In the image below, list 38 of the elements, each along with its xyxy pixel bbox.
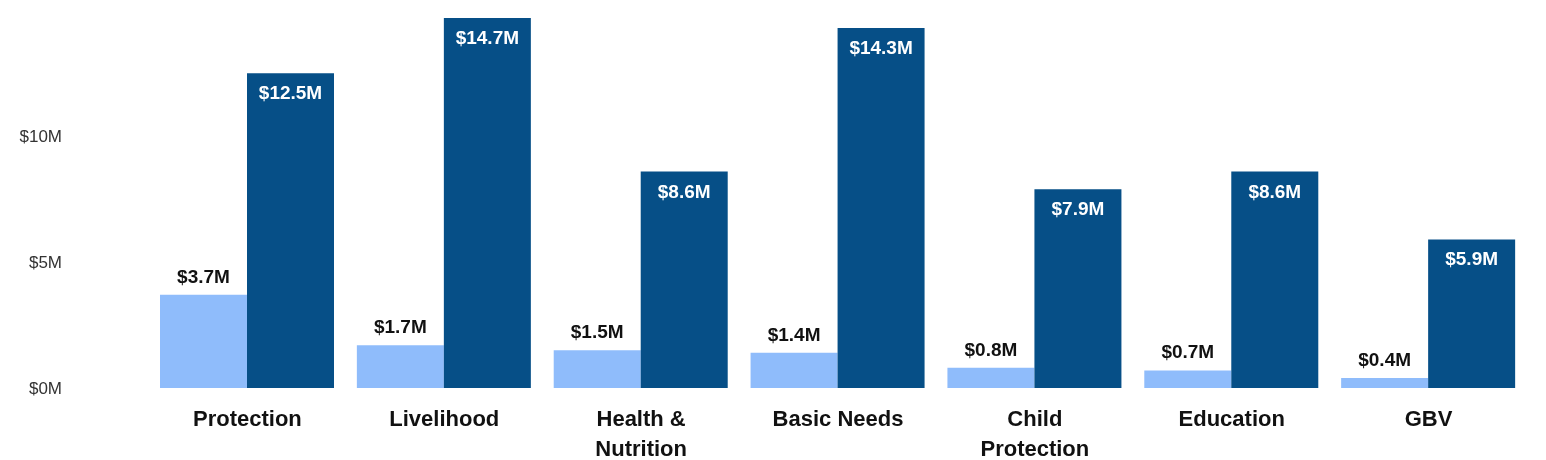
data-label: $0.8M bbox=[964, 338, 1018, 360]
x-tick-label: Protection bbox=[193, 406, 302, 431]
bar bbox=[160, 294, 247, 388]
bar bbox=[1231, 171, 1319, 388]
data-label: $3.7M bbox=[177, 265, 230, 287]
x-tick-label: Health & Nutrition bbox=[595, 406, 687, 460]
bar bbox=[443, 18, 531, 388]
data-label: $7.9M bbox=[1051, 198, 1105, 220]
x-tick-label: Livelihood bbox=[389, 406, 500, 431]
x-tick-label: GBV bbox=[1404, 406, 1453, 431]
data-label: $0.7M bbox=[1161, 341, 1215, 363]
data-label: $1.5M bbox=[570, 321, 624, 343]
bar bbox=[640, 171, 728, 388]
data-label: $0.4M bbox=[1358, 348, 1412, 370]
data-label: $8.6M bbox=[1248, 180, 1302, 202]
data-label: $12.5M bbox=[258, 82, 323, 104]
bar bbox=[1144, 370, 1232, 388]
x-tick-label: Education bbox=[1178, 406, 1285, 431]
x-tick-label: Child Protection bbox=[980, 406, 1090, 460]
bar bbox=[1034, 189, 1122, 388]
bar bbox=[1341, 377, 1429, 388]
data-label: $8.6M bbox=[657, 180, 711, 202]
x-tick-label: Basic Needs bbox=[772, 406, 904, 431]
data-label: $14.3M bbox=[849, 37, 913, 59]
bar bbox=[356, 345, 444, 388]
y-tick-label: $0M bbox=[28, 379, 62, 398]
bar bbox=[553, 350, 641, 388]
data-label: $14.7M bbox=[455, 27, 520, 48]
bar bbox=[750, 352, 838, 388]
bar bbox=[1428, 239, 1516, 388]
bar bbox=[247, 73, 334, 388]
data-label: $1.7M bbox=[373, 316, 427, 338]
bar bbox=[837, 28, 925, 388]
data-label: $1.4M bbox=[767, 323, 821, 345]
bar bbox=[947, 367, 1035, 388]
y-tick-label: $10M bbox=[19, 127, 62, 147]
y-tick-label: $5M bbox=[28, 253, 62, 273]
data-label: $5.9M bbox=[1445, 248, 1499, 270]
